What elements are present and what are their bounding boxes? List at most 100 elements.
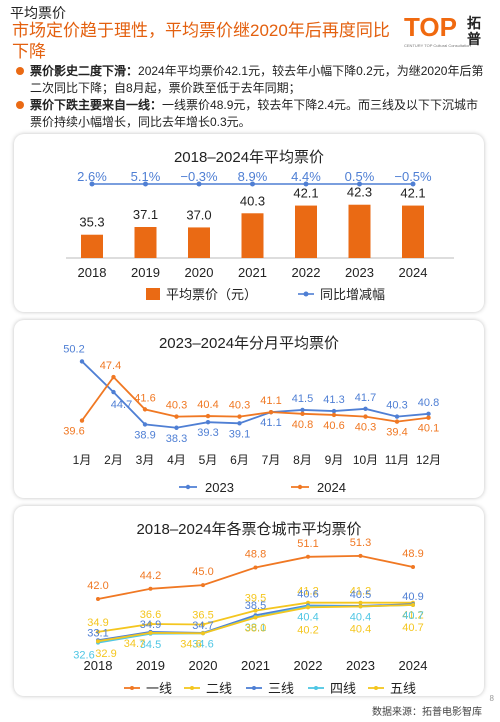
x-tick-label: 2023	[345, 265, 374, 280]
data-label: 40.5	[350, 589, 371, 601]
data-label: 41.6	[134, 392, 155, 404]
data-label: 40.4	[350, 623, 371, 635]
data-label: 34.9	[140, 619, 161, 631]
series-point	[111, 389, 116, 395]
series-line-2023	[81, 360, 429, 429]
series-point	[205, 419, 211, 425]
x-tick-label: 2024	[399, 658, 428, 673]
series-point	[331, 408, 337, 414]
series-point	[306, 554, 310, 559]
growth-value-label: 4.4%	[291, 169, 321, 184]
data-label: 41.5	[292, 393, 313, 405]
data-label: 45.0	[192, 566, 213, 578]
legend-point-swatch	[190, 686, 194, 690]
x-tick-label: 2021	[241, 658, 270, 673]
series-point	[148, 630, 153, 635]
x-tick-label: 2018	[78, 265, 107, 280]
bullet-dot-icon	[16, 101, 24, 109]
series-point	[358, 600, 363, 605]
price-bar	[295, 205, 317, 258]
data-label: 38.0	[245, 623, 266, 635]
bullet-text: 2024年平均票价42.1元，较去年小幅下降0.2元，为继2020年后第二次同比…	[30, 64, 484, 95]
data-label: 34.7	[192, 620, 213, 632]
annual-price-chart: 35.3 2.6% 2018 37.1 5.1% 2019 37.0 −0.3% 2020 40.…	[66, 169, 454, 302]
series-point	[201, 631, 205, 636]
data-label: 39.4	[386, 427, 407, 439]
data-label: 39.3	[197, 427, 218, 439]
legend-label: 同比增减幅	[320, 287, 385, 302]
chart-title: 2018–2024年平均票价	[173, 149, 325, 166]
series-point	[253, 615, 258, 620]
legend-label: 二线	[206, 681, 232, 696]
series-point	[148, 586, 153, 591]
series-point	[363, 406, 368, 412]
legend-label: 三线	[268, 681, 294, 696]
data-label: 40.8	[292, 419, 313, 431]
series-point	[205, 413, 211, 419]
x-tick-label: 10月	[353, 453, 378, 467]
chart-title: 2018–2024年各票仓城市平均票价	[136, 521, 362, 538]
x-tick-label: 2018	[84, 658, 113, 673]
price-bar	[188, 227, 210, 258]
series-point	[174, 414, 179, 419]
data-label: 32.6	[73, 650, 94, 662]
series-point	[394, 419, 400, 424]
series-point	[201, 622, 205, 627]
data-label: 40.4	[197, 399, 218, 411]
x-tick-label: 2019	[131, 265, 160, 280]
price-bar	[402, 205, 424, 258]
monthly-price-chart: 50.2 44.7 38.9 38.3 39.3 39.1 41.1 41.5 41.3 41.7…	[63, 343, 441, 495]
x-tick-label: 3月	[136, 453, 155, 467]
series-point	[426, 415, 431, 420]
legend-point-swatch	[303, 291, 309, 297]
growth-value-label: 5.1%	[131, 169, 161, 184]
data-label: 41.2	[297, 586, 318, 598]
x-tick-label: 2021	[238, 265, 267, 280]
data-label: 41.2	[350, 586, 371, 598]
bullet-title: 票价影史二度下滑：	[30, 64, 139, 78]
data-label: 41.2	[402, 610, 423, 622]
x-tick-label: 5月	[199, 453, 218, 467]
data-label: 41.1	[260, 395, 281, 407]
legend-point-swatch	[374, 686, 378, 690]
chart-panel-annual: 2018–2024年平均票价 35.3 2.6% 2018 37.1 5.1% 2019 3…	[14, 134, 484, 312]
series-point	[300, 411, 305, 417]
data-label: 39.5	[245, 593, 266, 605]
bullet-text: 一线票价48.9元，较去年下降2.4元。而三线及以下下沉城市票价持续小幅增长，同…	[30, 98, 479, 129]
x-tick-label: 12月	[416, 453, 441, 467]
brand-logo: TOP 拓 普 CENTURY TOP Cultural Consultatio…	[404, 12, 496, 52]
series-point	[96, 597, 100, 601]
section-label: 平均票价	[10, 5, 66, 21]
x-tick-label: 4月	[167, 453, 186, 467]
data-label: 40.8	[418, 397, 439, 409]
series-point	[96, 639, 100, 644]
x-tick-label: 2024	[399, 265, 428, 280]
legend-point-swatch	[130, 686, 134, 690]
data-label: 32.9	[95, 648, 116, 660]
data-label: 34.6	[192, 638, 213, 650]
series-point	[96, 629, 100, 634]
data-label: 39.6	[63, 426, 84, 438]
data-label: 41.1	[260, 417, 281, 429]
x-tick-label: 2月	[104, 453, 123, 467]
x-tick-label: 1月	[73, 453, 92, 467]
bar-value-label: 42.3	[347, 185, 372, 200]
growth-point	[410, 181, 416, 187]
legend-bar-swatch	[146, 288, 160, 300]
data-label: 41.3	[323, 394, 344, 406]
series-point	[201, 583, 205, 588]
data-label: 34.5	[140, 639, 161, 651]
series-point	[237, 414, 242, 419]
data-label: 40.4	[297, 611, 318, 623]
data-label: 44.2	[140, 570, 161, 582]
series-point	[111, 374, 116, 380]
price-bar	[134, 227, 157, 258]
series-point	[411, 603, 415, 608]
data-label: 40.6	[323, 420, 344, 432]
bullet-item: 票价下跌主要来自一线：一线票价48.9元，较去年下降2.4元。而三线及以下下沉城…	[16, 97, 486, 131]
data-label: 40.3	[355, 422, 376, 434]
logo-graphic: TOP 拓 普 CENTURY TOP Cultural Consultatio…	[404, 12, 481, 48]
legend-label: 平均票价（元）	[166, 287, 257, 302]
data-label: 38.1	[245, 622, 266, 634]
data-label: 40.3	[166, 400, 187, 412]
